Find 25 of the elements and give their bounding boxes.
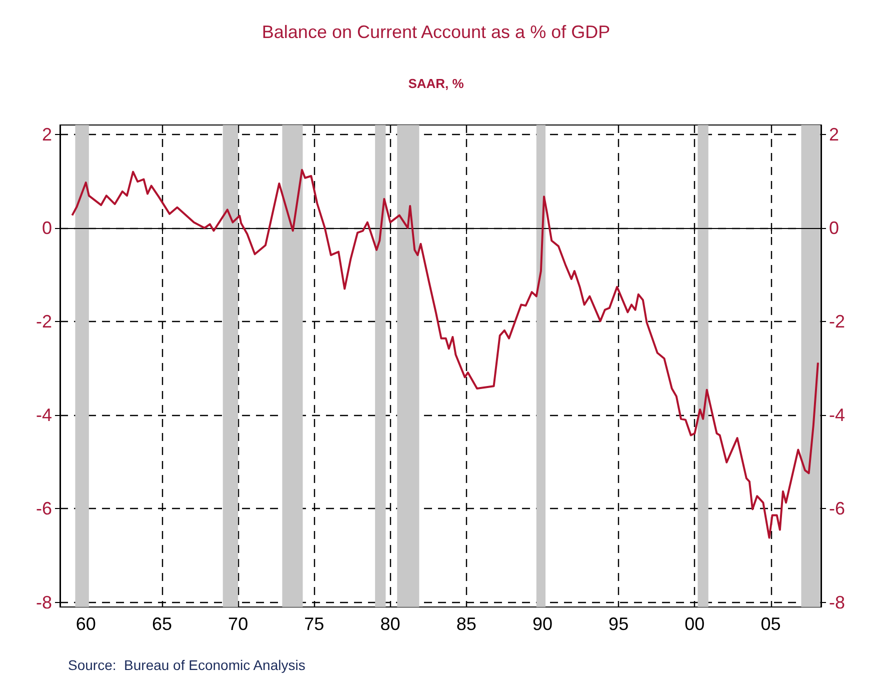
chart-subtitle: SAAR, %: [408, 76, 464, 91]
y2-tick-label: 2: [829, 124, 840, 144]
x-tick-label: 95: [608, 614, 629, 634]
source-note: Source: Bureau of Economic Analysis: [68, 657, 306, 673]
y2-tick-label: 0: [829, 218, 840, 238]
y-tick-label: -8: [36, 592, 52, 612]
x-tick-label: 60: [76, 614, 96, 634]
x-tick-label: 70: [228, 614, 248, 634]
y2-tick-label: -6: [829, 498, 846, 519]
chart-title: Balance on Current Account as a % of GDP: [262, 22, 610, 42]
y2-tick-label: -4: [829, 405, 846, 426]
y-tick-label: 2: [42, 124, 52, 144]
y-tick-label: -6: [36, 498, 52, 519]
x-tick-label: 90: [532, 614, 552, 634]
x-tick-label: 80: [380, 614, 400, 634]
y-tick-label: 0: [42, 218, 52, 238]
y2-tick-label: -8: [829, 592, 846, 612]
x-tick-label: 05: [760, 614, 781, 634]
x-tick-label: 75: [304, 614, 324, 634]
x-tick-label: 85: [456, 614, 476, 634]
x-tick-label: 65: [152, 614, 172, 634]
y-tick-label: -2: [36, 312, 52, 332]
y2-tick-label: -2: [829, 312, 846, 332]
x-tick-label: 00: [684, 614, 705, 634]
y-tick-label: -4: [36, 405, 52, 426]
